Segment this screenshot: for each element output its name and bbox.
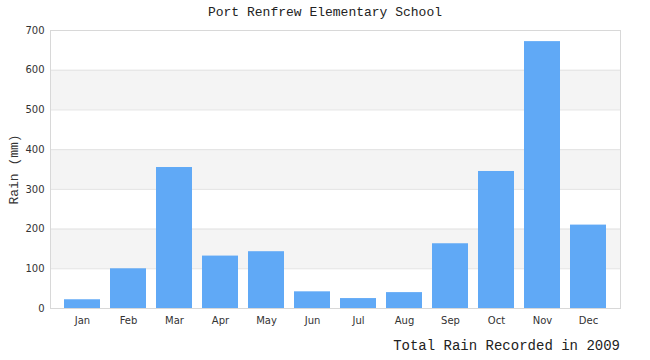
svg-text:Sep: Sep (441, 315, 460, 326)
svg-text:500: 500 (25, 104, 44, 115)
svg-text:0: 0 (38, 303, 44, 314)
svg-text:Nov: Nov (533, 315, 553, 326)
svg-text:200: 200 (25, 223, 44, 234)
svg-text:Dec: Dec (579, 315, 598, 326)
svg-text:400: 400 (25, 144, 44, 155)
svg-text:700: 700 (25, 25, 44, 36)
svg-text:Rain (mm): Rain (mm) (7, 134, 22, 204)
svg-text:Feb: Feb (120, 315, 138, 326)
svg-text:100: 100 (25, 263, 44, 274)
svg-text:300: 300 (25, 184, 44, 195)
svg-text:Mar: Mar (165, 315, 185, 326)
svg-text:Aug: Aug (395, 315, 415, 326)
html-text:Port Renfrew Elementary School: Port Renfrew Elementary School (208, 5, 442, 20)
svg-text:May: May (256, 315, 277, 326)
svg-text:600: 600 (25, 64, 44, 75)
svg-text:Jan: Jan (74, 315, 90, 326)
svg-text:Jul: Jul (351, 315, 364, 326)
svg-text:Jun: Jun (304, 315, 321, 326)
html-text:Total Rain Recorded in 2009: Total Rain Recorded in 2009 (393, 338, 620, 354)
svg-text:Oct: Oct (488, 315, 505, 326)
svg-text:Apr: Apr (212, 315, 230, 326)
